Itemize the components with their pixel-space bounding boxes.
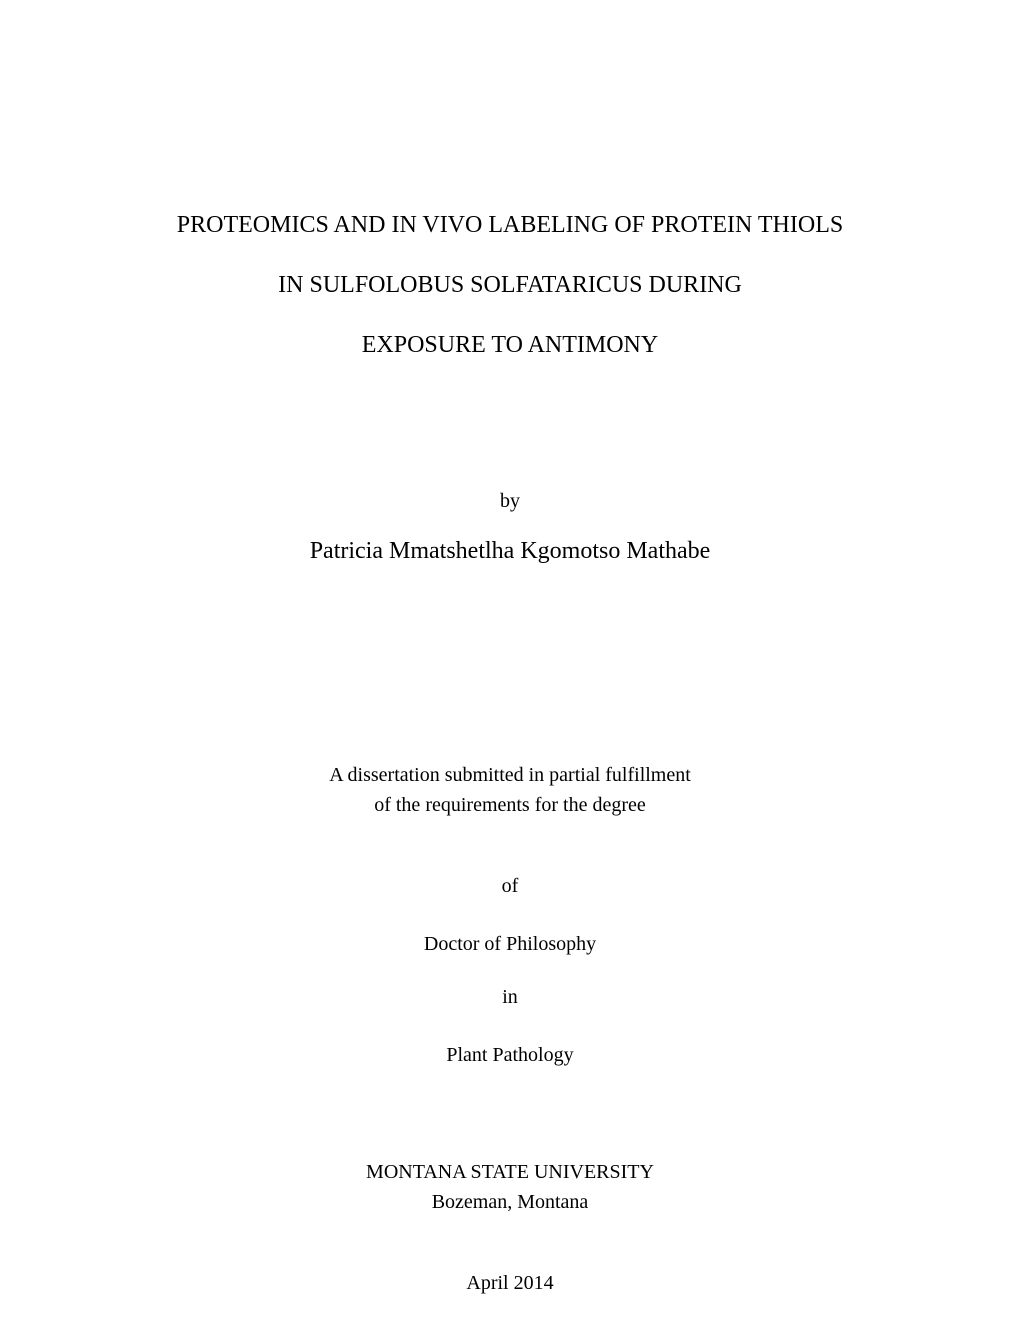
- title-line-3: EXPOSURE TO ANTIMONY: [90, 315, 930, 375]
- author-name: Patricia Mmatshetlha Kgomotso Mathabe: [90, 538, 930, 565]
- title-line-2: IN SULFOLOBUS SOLFATARICUS DURING: [90, 255, 930, 315]
- submission-line-1: A dissertation submitted in partial fulf…: [90, 760, 930, 790]
- dissertation-title: PROTEOMICS AND IN VIVO LABELING OF PROTE…: [90, 195, 930, 375]
- university-location: Bozeman, Montana: [90, 1187, 930, 1217]
- university-info: MONTANA STATE UNIVERSITY Bozeman, Montan…: [90, 1157, 930, 1217]
- in-label: in: [90, 986, 930, 1009]
- degree-name: Doctor of Philosophy: [90, 933, 930, 956]
- submission-statement: A dissertation submitted in partial fulf…: [90, 760, 930, 820]
- title-line-1: PROTEOMICS AND IN VIVO LABELING OF PROTE…: [90, 195, 930, 255]
- of-label: of: [90, 875, 930, 898]
- submission-date: April 2014: [90, 1272, 930, 1295]
- university-name: MONTANA STATE UNIVERSITY: [90, 1157, 930, 1187]
- by-label: by: [90, 490, 930, 513]
- field-of-study: Plant Pathology: [90, 1044, 930, 1067]
- submission-line-2: of the requirements for the degree: [90, 790, 930, 820]
